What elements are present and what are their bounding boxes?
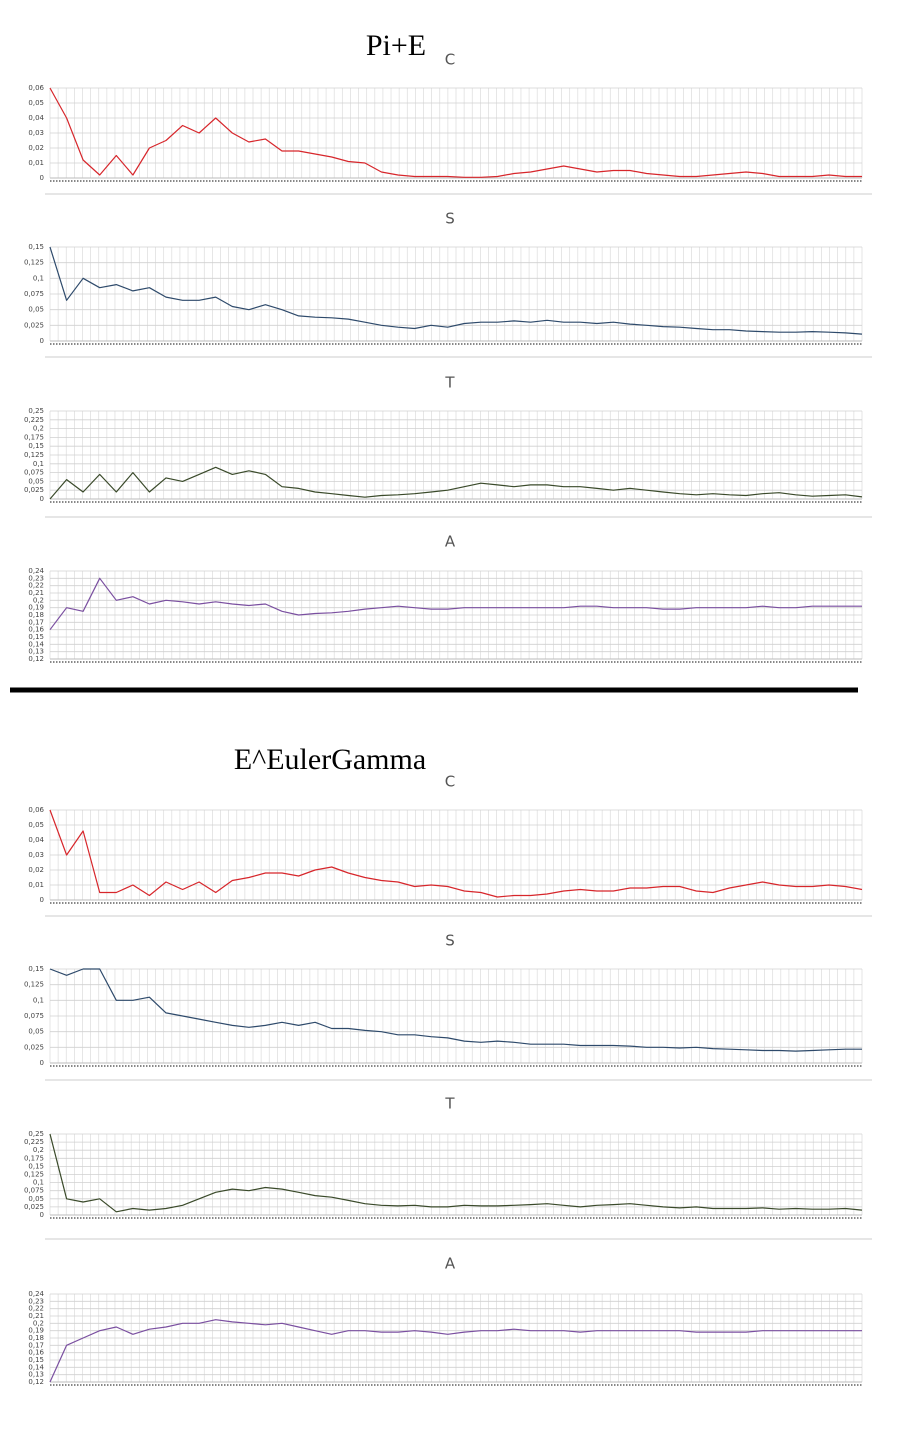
y-tick-label: 0,05: [28, 1028, 44, 1036]
series-line: [49, 246, 863, 335]
y-tick-label: 0: [40, 1059, 44, 1067]
y-tick-label: 0,2: [33, 1146, 44, 1154]
y-tick-label: 0,21: [28, 1312, 44, 1320]
y-tick-label: 0,24: [28, 567, 44, 575]
y-tick-label: 0,14: [28, 1363, 44, 1371]
y-tick-label: 0,1: [33, 460, 44, 468]
y-tick-label: 0,16: [28, 1349, 44, 1357]
y-tick-label: 0,05: [28, 306, 44, 314]
heading: Pi+E: [366, 29, 426, 62]
y-tick-label: 0,04: [28, 836, 44, 844]
y-tick-label: 0,125: [24, 259, 44, 267]
y-tick-label: 0,075: [24, 469, 44, 477]
y-tick-label: 0,15: [28, 1162, 44, 1170]
y-tick-label: 0,1: [33, 1179, 44, 1187]
y-tick-label: 0,03: [28, 851, 44, 859]
y-tick-label: 0,18: [28, 1334, 44, 1342]
chart-title: A: [445, 1255, 456, 1273]
y-tick-label: 0,13: [28, 648, 44, 656]
series-line: [49, 466, 863, 500]
y-tick-label: 0,1: [33, 996, 44, 1004]
y-tick-label: 0,125: [24, 981, 44, 989]
series-line: [49, 577, 862, 631]
y-tick-label: 0,1: [33, 274, 44, 282]
y-tick-label: 0,025: [24, 1043, 44, 1051]
y-tick-label: 0,23: [28, 1297, 44, 1305]
y-tick-label: 0,225: [24, 416, 44, 424]
chart-title: S: [445, 210, 455, 228]
y-tick-label: 0,06: [28, 806, 44, 814]
y-tick-label: 0,05: [28, 821, 44, 829]
y-tick-label: 0,075: [24, 1012, 44, 1020]
y-tick-label: 0,025: [24, 321, 44, 329]
y-tick-label: 0,225: [24, 1138, 44, 1146]
y-tick-label: 0,075: [24, 1187, 44, 1195]
y-tick-label: 0,05: [28, 99, 44, 107]
y-tick-label: 0: [40, 1211, 44, 1219]
y-tick-label: 0,06: [28, 84, 44, 92]
series-line: [49, 968, 862, 1052]
y-tick-label: 0,13: [28, 1371, 44, 1379]
y-tick-label: 0,2: [33, 425, 44, 433]
y-tick-label: 0,01: [28, 159, 44, 167]
y-tick-label: 0,125: [24, 451, 44, 459]
chart-title: A: [445, 533, 456, 551]
y-tick-label: 0,17: [28, 1341, 44, 1349]
chart-title: S: [445, 932, 455, 950]
y-tick-label: 0,025: [24, 486, 44, 494]
y-tick-label: 0,01: [28, 881, 44, 889]
y-tick-label: 0: [40, 495, 44, 503]
y-tick-label: 0,25: [28, 1130, 44, 1138]
y-tick-label: 0,05: [28, 477, 44, 485]
chart-title: T: [444, 374, 455, 392]
y-tick-label: 0,12: [28, 1378, 44, 1386]
series-line: [49, 1319, 862, 1383]
y-tick-label: 0,125: [24, 1171, 44, 1179]
y-tick-label: 0,16: [28, 626, 44, 634]
y-tick-label: 0,15: [28, 442, 44, 450]
y-tick-label: 0,22: [28, 582, 44, 590]
series-line: [49, 1133, 863, 1213]
y-tick-label: 0,03: [28, 129, 44, 137]
y-tick-label: 0,025: [24, 1203, 44, 1211]
series-line: [49, 87, 862, 178]
y-tick-label: 0: [40, 896, 44, 904]
y-tick-label: 0,24: [28, 1290, 44, 1298]
y-tick-label: 0,02: [28, 866, 44, 874]
y-tick-label: 0,15: [28, 965, 44, 973]
y-tick-label: 0,15: [28, 243, 44, 251]
chart-title: C: [445, 773, 455, 791]
y-tick-label: 0,17: [28, 618, 44, 626]
series-line: [49, 809, 863, 898]
y-tick-label: 0,05: [28, 1195, 44, 1203]
y-tick-label: 0,075: [24, 290, 44, 298]
y-tick-label: 0,22: [28, 1305, 44, 1313]
chart-title: T: [444, 1095, 455, 1113]
y-tick-label: 0,15: [28, 633, 44, 641]
heading: E^EulerGamma: [234, 743, 426, 776]
y-tick-label: 0: [40, 337, 44, 345]
y-tick-label: 0,21: [28, 589, 44, 597]
y-tick-label: 0,02: [28, 144, 44, 152]
y-tick-label: 0,14: [28, 640, 44, 648]
y-tick-label: 0,04: [28, 114, 44, 122]
y-tick-label: 0,15: [28, 1356, 44, 1364]
y-tick-label: 0,23: [28, 574, 44, 582]
y-tick-label: 0,175: [24, 433, 44, 441]
y-tick-label: 0,12: [28, 655, 44, 663]
y-tick-label: 0,2: [33, 596, 44, 604]
y-tick-label: 0,2: [33, 1319, 44, 1327]
chart-title: C: [445, 51, 455, 69]
y-tick-label: 0,18: [28, 611, 44, 619]
y-tick-label: 0,175: [24, 1154, 44, 1162]
y-tick-label: 0: [40, 174, 44, 182]
y-tick-label: 0,19: [28, 604, 44, 612]
y-tick-label: 0,19: [28, 1327, 44, 1335]
y-tick-label: 0,25: [28, 407, 44, 415]
